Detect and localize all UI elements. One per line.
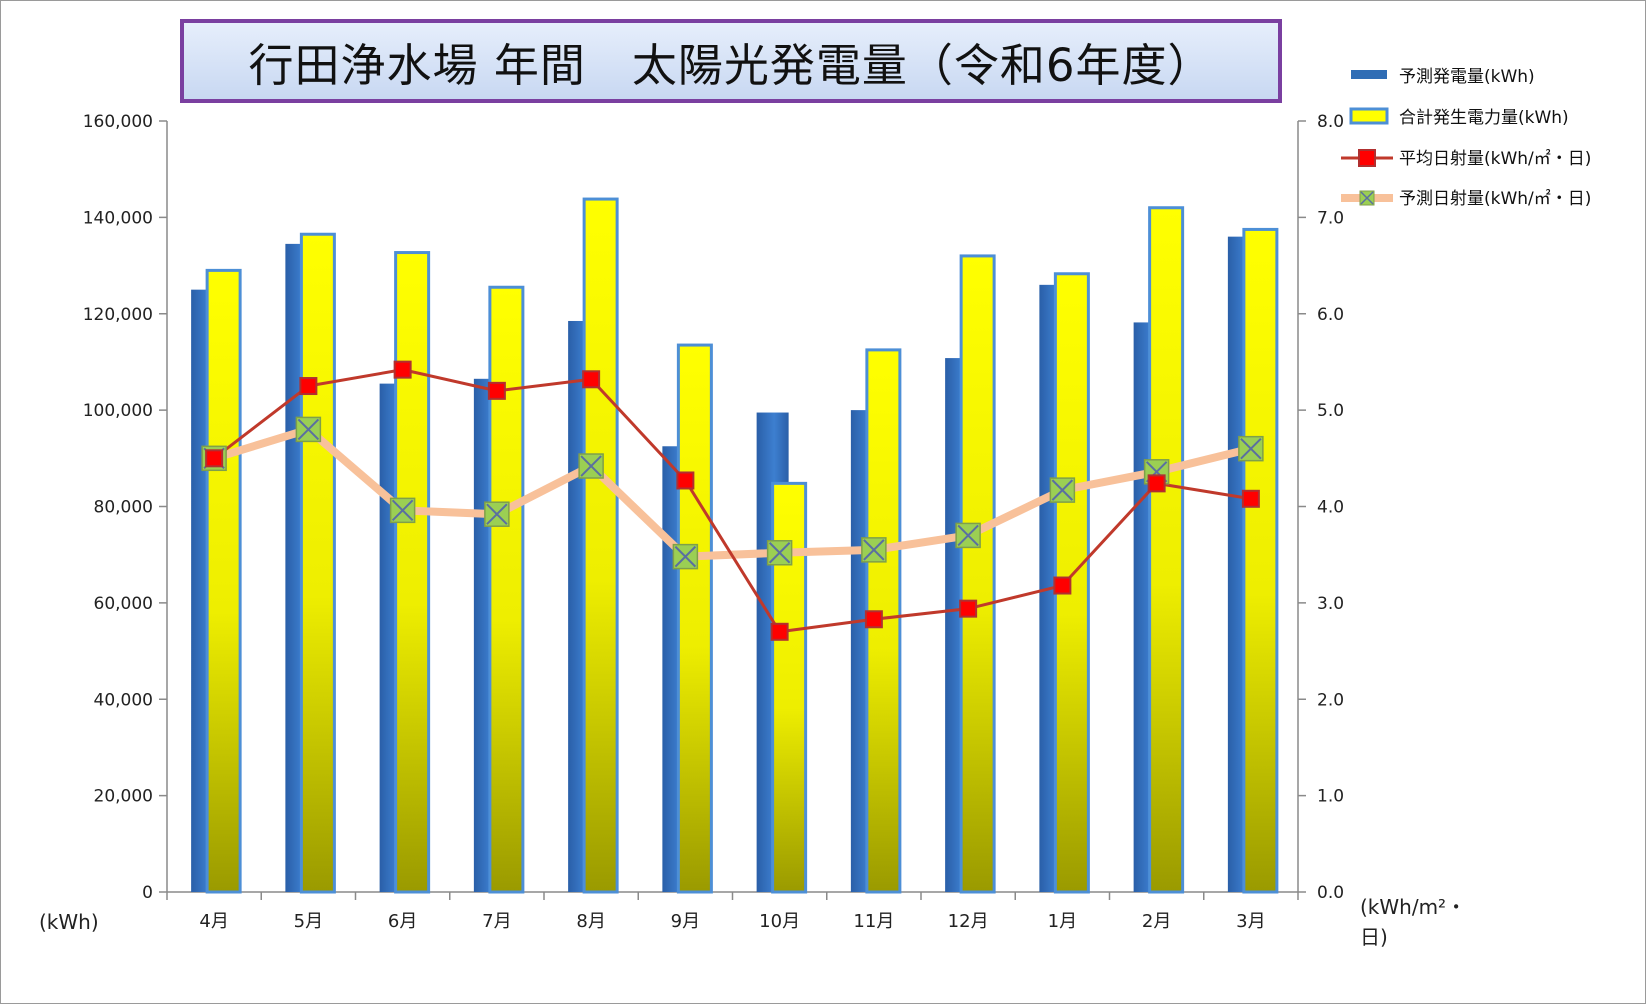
chart-title-box: 行田浄水場 年間 太陽光発電量（令和6年度） (180, 19, 1282, 103)
bar-total-generation (299, 232, 336, 894)
legend-label: 合計発生電力量(kWh) (1399, 108, 1569, 128)
marker-predicted-irradiance-cross (391, 499, 414, 522)
marker-average-irradiance (1053, 576, 1072, 595)
y-left-unit-label: (kWh) (39, 910, 99, 934)
y-left-tick-label: 60,000 (94, 594, 153, 614)
y-right-unit-label-line2: 日) (1360, 925, 1388, 949)
y-left-tick-label: 40,000 (94, 690, 153, 710)
x-category-label: 2月 (1142, 911, 1171, 932)
y-right-tick-label: 3.0 (1317, 594, 1344, 614)
x-category-label: 8月 (576, 911, 605, 932)
marker-predicted-irradiance-cross (486, 503, 508, 525)
marker-average-irradiance (205, 449, 224, 468)
bar-total-generation (1053, 272, 1090, 894)
marker-average-irradiance (1147, 474, 1166, 493)
y-left-tick-label: 140,000 (83, 208, 153, 228)
chart-title: 行田浄水場 年間 太陽光発電量（令和6年度） (248, 38, 1214, 92)
y-left-tick-label: 160,000 (83, 112, 153, 132)
marker-average-irradiance (299, 377, 318, 396)
marker-predicted-irradiance-cross (957, 524, 979, 547)
y-left-tick-label: 20,000 (94, 787, 153, 807)
x-category-label: 4月 (199, 911, 228, 932)
marker-average-irradiance (959, 599, 978, 618)
y-right-tick-label: 6.0 (1317, 305, 1344, 325)
bar-total-generation (488, 285, 525, 894)
marker-average-irradiance (770, 622, 789, 641)
x-category-label: 7月 (482, 911, 511, 932)
y-right-tick-label: 7.0 (1317, 208, 1344, 228)
x-category-label: 3月 (1236, 911, 1265, 932)
bar-total-generation (1148, 206, 1185, 894)
legend-swatch-average-irradiance-marker (1358, 149, 1376, 167)
marker-average-irradiance (393, 360, 412, 379)
marker-average-irradiance (864, 610, 883, 629)
x-category-label: 5月 (294, 911, 323, 932)
marker-predicted-irradiance-cross (1240, 437, 1262, 460)
marker-average-irradiance (487, 381, 506, 400)
x-category-label: 9月 (671, 911, 700, 932)
legend-swatch-predicted-generation (1351, 70, 1387, 79)
y-right-tick-label: 4.0 (1317, 498, 1344, 518)
marker-predicted-irradiance-cross (863, 539, 885, 561)
legend-label: 平均日射量(kWh/㎡・日) (1399, 149, 1591, 169)
x-category-label: 10月 (759, 911, 800, 932)
line-predicted-irradiance (212, 425, 1252, 561)
x-category-label: 6月 (388, 911, 417, 932)
bar-total-generation (394, 251, 431, 894)
bar-total-generation (676, 343, 713, 894)
legend-swatch-predicted-irradiance-cross (1360, 191, 1374, 205)
marker-predicted-irradiance-cross (297, 418, 320, 441)
marker-predicted-irradiance-cross (674, 545, 697, 568)
y-right-tick-label: 8.0 (1317, 112, 1344, 132)
line-average-irradiance (213, 368, 1252, 634)
marker-predicted-irradiance-cross (580, 455, 602, 477)
legend-swatch-total-generation (1349, 107, 1389, 125)
bar-total-generation (1242, 227, 1279, 894)
marker-predicted-irradiance-cross (768, 542, 791, 564)
y-left-tick-label: 100,000 (83, 401, 153, 421)
marker-average-irradiance (582, 370, 601, 389)
marker-average-irradiance (676, 471, 695, 490)
marker-average-irradiance (1241, 489, 1260, 508)
marker-predicted-irradiance-cross (1051, 479, 1074, 501)
legend-label: 予測発電量(kWh) (1399, 67, 1535, 87)
x-category-label: 12月 (948, 911, 989, 932)
bar-total-generation (205, 268, 242, 894)
legend-label: 予測日射量(kWh/㎡・日) (1399, 189, 1591, 209)
y-left-tick-label: 0 (142, 883, 153, 903)
x-category-label: 11月 (853, 911, 894, 932)
bar-total-generation (959, 254, 996, 894)
y-right-unit-label-line1: (kWh/m²・ (1360, 895, 1466, 919)
y-right-tick-label: 1.0 (1317, 787, 1344, 807)
y-left-tick-label: 120,000 (83, 305, 153, 325)
y-right-tick-label: 0.0 (1317, 883, 1344, 903)
y-left-tick-label: 80,000 (94, 498, 153, 518)
bar-total-generation (582, 197, 619, 894)
y-right-tick-label: 5.0 (1317, 401, 1344, 421)
x-category-label: 1月 (1048, 911, 1077, 932)
y-right-tick-label: 2.0 (1317, 690, 1344, 710)
